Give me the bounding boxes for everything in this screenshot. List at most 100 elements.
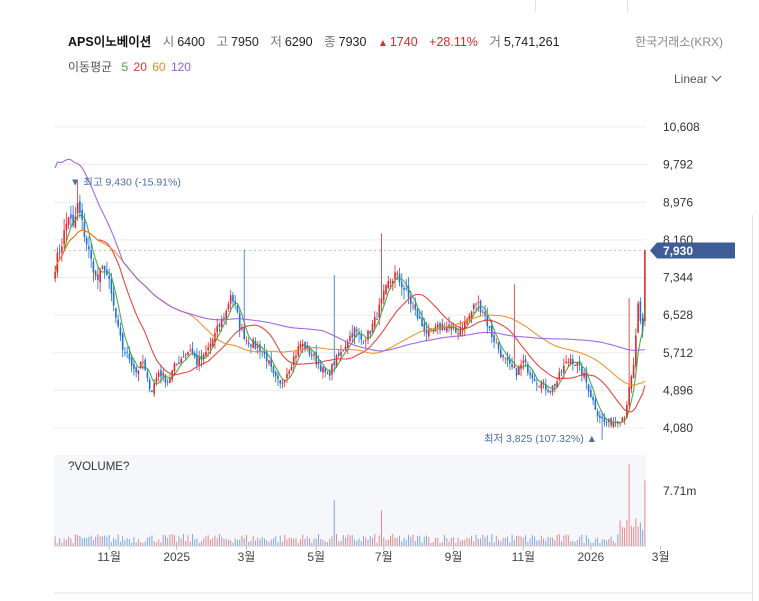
volume-bar	[360, 541, 362, 546]
ma-line-5	[54, 214, 646, 424]
candle-body	[335, 355, 338, 368]
candle-body	[83, 221, 86, 237]
price-tick-label: 4,896	[663, 383, 693, 397]
candle-body	[454, 327, 457, 333]
volume-bar	[306, 536, 308, 546]
candle-body	[592, 397, 594, 401]
candle-body	[238, 313, 241, 330]
candle-body	[463, 320, 466, 329]
candle-body	[641, 318, 644, 332]
volume-bar	[115, 539, 117, 546]
candle-body	[513, 366, 516, 368]
volume-bar	[173, 535, 175, 546]
candle-body	[207, 347, 209, 351]
volume-bar	[509, 542, 511, 546]
volume-bar	[520, 536, 522, 546]
candle-body	[225, 310, 227, 320]
volume-bar	[590, 542, 592, 546]
ma-legend-label: 이동평균	[68, 60, 113, 74]
volume-bar	[543, 538, 545, 546]
candle-body	[491, 325, 493, 337]
candle-body	[331, 363, 333, 375]
ma-legend-5: 5	[121, 60, 129, 74]
volume-bar	[507, 536, 509, 546]
candle-body	[396, 273, 399, 275]
candle-body	[470, 311, 473, 319]
volume-bar	[342, 535, 344, 546]
volume-bar	[209, 539, 211, 546]
volume-bar	[561, 541, 563, 546]
candle-body	[290, 366, 293, 371]
volume-bar	[344, 537, 346, 546]
candle-body	[576, 362, 579, 367]
candle-body	[88, 246, 90, 250]
volume-bar	[155, 542, 157, 546]
volume-bar	[97, 534, 99, 546]
candle-body	[110, 278, 113, 294]
volume-label: 거	[489, 35, 501, 49]
volume-bar	[455, 543, 457, 546]
volume-bar	[160, 542, 162, 546]
volume-bar	[272, 538, 274, 546]
volume-bar	[275, 536, 277, 546]
volume-bar	[430, 542, 432, 546]
volume-bar	[92, 540, 94, 546]
volume-bar	[437, 537, 439, 546]
volume-bar	[86, 538, 88, 546]
candle-body	[549, 390, 552, 393]
volume-bar	[585, 535, 587, 546]
volume-bar	[462, 540, 464, 546]
volume-bar	[279, 535, 281, 546]
volume-bar	[358, 538, 360, 546]
price-tick-label: 9,792	[663, 158, 693, 172]
volume-bar	[304, 538, 306, 546]
candle-body	[187, 351, 189, 355]
candle-body	[322, 366, 324, 373]
high-annotation: ▼ 최고 9,430 (-15.91%)	[70, 176, 181, 188]
candle-body	[254, 341, 257, 349]
volume-bar	[419, 535, 421, 546]
candle-body	[175, 363, 178, 366]
volume-bar	[565, 534, 567, 546]
candle-body	[524, 359, 527, 363]
volume-bar	[608, 539, 610, 546]
volume-bar	[576, 539, 578, 546]
candle-body	[211, 339, 214, 347]
candle-body	[554, 383, 556, 387]
volume-bar	[297, 543, 299, 546]
volume-bar	[390, 535, 392, 546]
volume-bar	[410, 536, 412, 546]
candle-body	[130, 357, 133, 366]
price-tick-label: 10,608	[663, 120, 700, 134]
high-value: 7950	[231, 35, 259, 49]
scale-mode-dropdown[interactable]: Linear	[674, 71, 722, 86]
volume-bar	[241, 535, 243, 546]
volume-bar	[594, 539, 596, 546]
volume-bar	[230, 540, 232, 546]
volume-bar	[315, 539, 317, 546]
candle-body	[297, 346, 300, 356]
volume-bar	[95, 536, 97, 546]
volume-bar	[423, 536, 425, 546]
volume-bar	[574, 541, 576, 546]
volume-bar	[252, 535, 254, 546]
volume-bar	[106, 536, 108, 546]
candle-body	[556, 381, 558, 388]
candle-body	[229, 295, 232, 304]
candle-body	[484, 312, 486, 316]
volume-bar	[83, 537, 85, 546]
volume-bar	[133, 537, 135, 546]
candle-body	[621, 417, 624, 423]
candle-body	[340, 351, 342, 356]
x-tick-label: 11월	[512, 550, 536, 564]
volume-bar	[538, 539, 540, 546]
volume-bar	[381, 510, 383, 546]
volume-bar	[603, 539, 605, 546]
volume-bar	[169, 534, 171, 546]
candle-body	[351, 333, 354, 338]
volume-bar	[142, 542, 144, 546]
candle-body	[198, 357, 200, 365]
top-border	[0, 0, 759, 12]
candle-body	[263, 350, 266, 355]
